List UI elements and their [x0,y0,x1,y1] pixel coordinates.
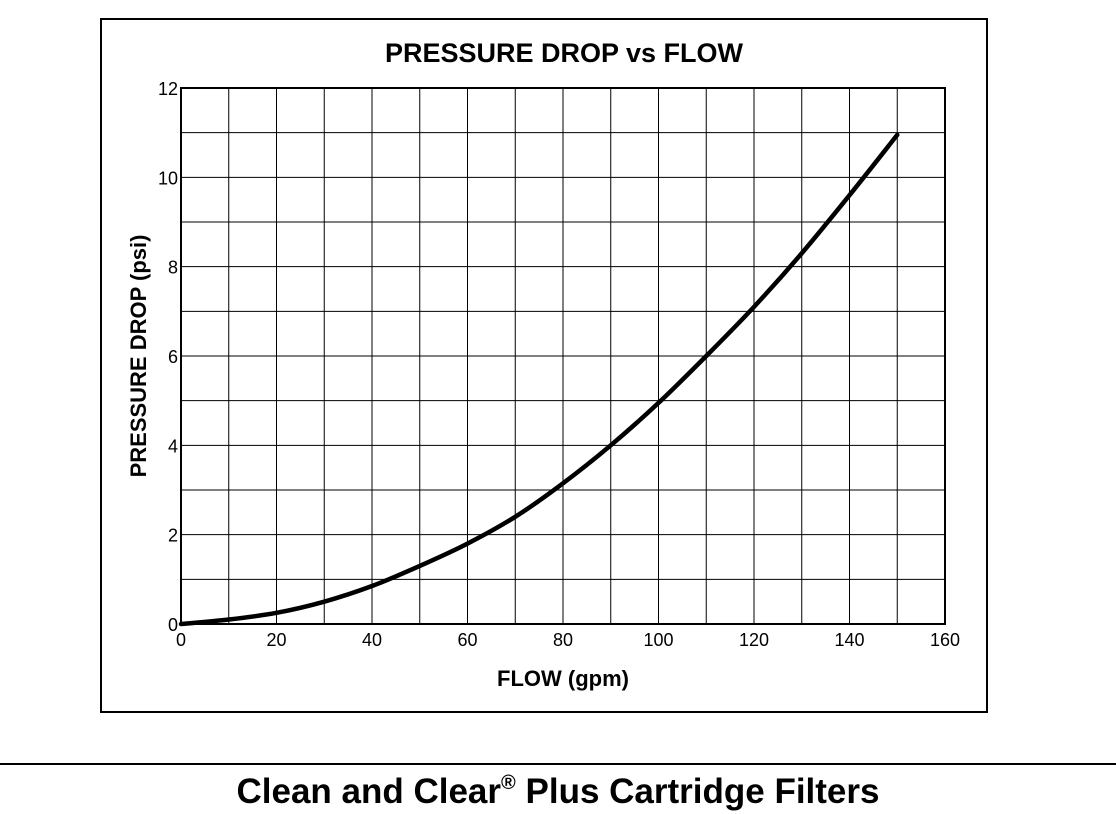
x-tick-label: 160 [930,630,960,650]
registered-mark: ® [501,772,516,794]
y-tick-label: 0 [168,615,178,635]
series-line [178,132,900,627]
x-tick-label: 120 [739,630,769,650]
y-tick-label: 4 [168,436,178,456]
x-tick-label: 40 [362,630,382,650]
x-tick-label: 60 [457,630,477,650]
y-axis-label: PRESSURE DROP (psi) [126,235,151,478]
chart-frame: PRESSURE DROP vs FLOW 0 2 4 6 8 10 12 0 20 40 60 8… [100,18,988,713]
y-tick-label: 6 [168,347,178,367]
chart-title: PRESSURE DROP vs FLOW [385,38,744,68]
y-tick-label: 8 [168,258,178,278]
x-tick-labels: 0 20 40 60 80 100 120 140 160 [176,630,960,650]
footer-rule [0,763,1116,765]
plot-area-border [180,87,946,625]
x-tick-label: 80 [553,630,573,650]
y-tick-labels: 0 2 4 6 8 10 12 [158,79,178,635]
y-tick-label: 12 [158,79,178,99]
y-tick-label: 10 [158,168,178,188]
x-tick-label: 100 [643,630,673,650]
x-tick-label: 140 [834,630,864,650]
x-tick-label: 0 [176,630,186,650]
x-axis-label: FLOW (gpm) [497,666,629,691]
x-tick-label: 20 [266,630,286,650]
footer-title-rest: Plus Cartridge Filters [515,772,880,811]
grid [181,88,945,624]
footer-title-main: Clean and Clear [236,772,502,811]
y-tick-label: 2 [168,526,178,546]
chart-svg: PRESSURE DROP vs FLOW 0 2 4 6 8 10 12 0 20 40 60 8… [126,38,960,691]
footer-title: Clean and Clear® Plus Cartridge Filters [0,770,1116,814]
